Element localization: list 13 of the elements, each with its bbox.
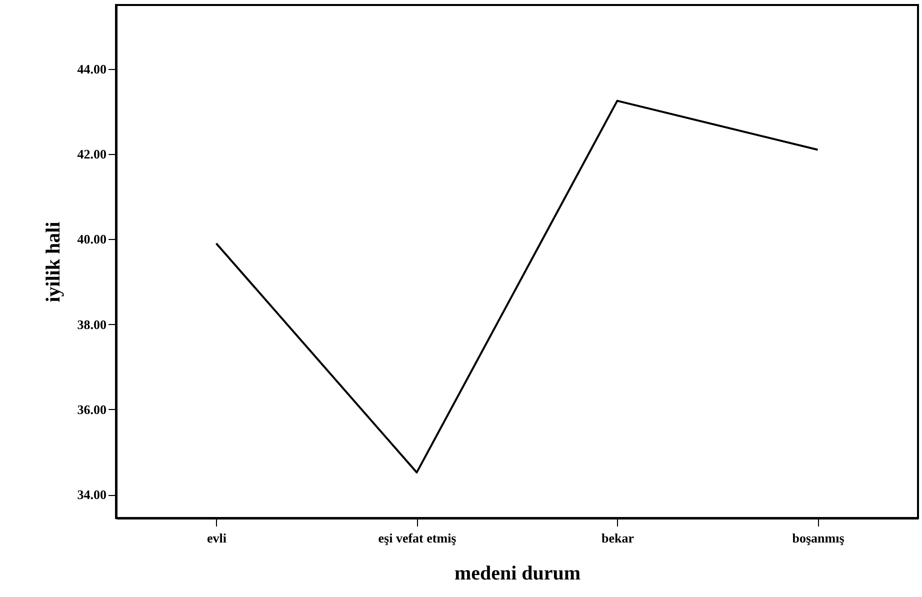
y-tick-label: 34.00 — [77, 487, 106, 502]
y-tick-label: 44.00 — [77, 61, 106, 76]
x-tick-label: eşi vefat etmiş — [378, 530, 456, 546]
x-tick-label: bekar — [602, 530, 634, 546]
x-tick-label: evli — [207, 530, 227, 546]
y-tick-label: 36.00 — [77, 402, 106, 417]
y-tick-label: 42.00 — [77, 146, 106, 162]
line-series — [215, 100, 819, 474]
x-tick-label: boşanmış — [792, 530, 844, 546]
y-tick-label: 40.00 — [77, 232, 106, 247]
y-tick-label: 38.00 — [77, 316, 106, 332]
x-axis-title: medeni durum — [454, 562, 581, 584]
y-axis-title: iyilik hali — [42, 221, 64, 302]
